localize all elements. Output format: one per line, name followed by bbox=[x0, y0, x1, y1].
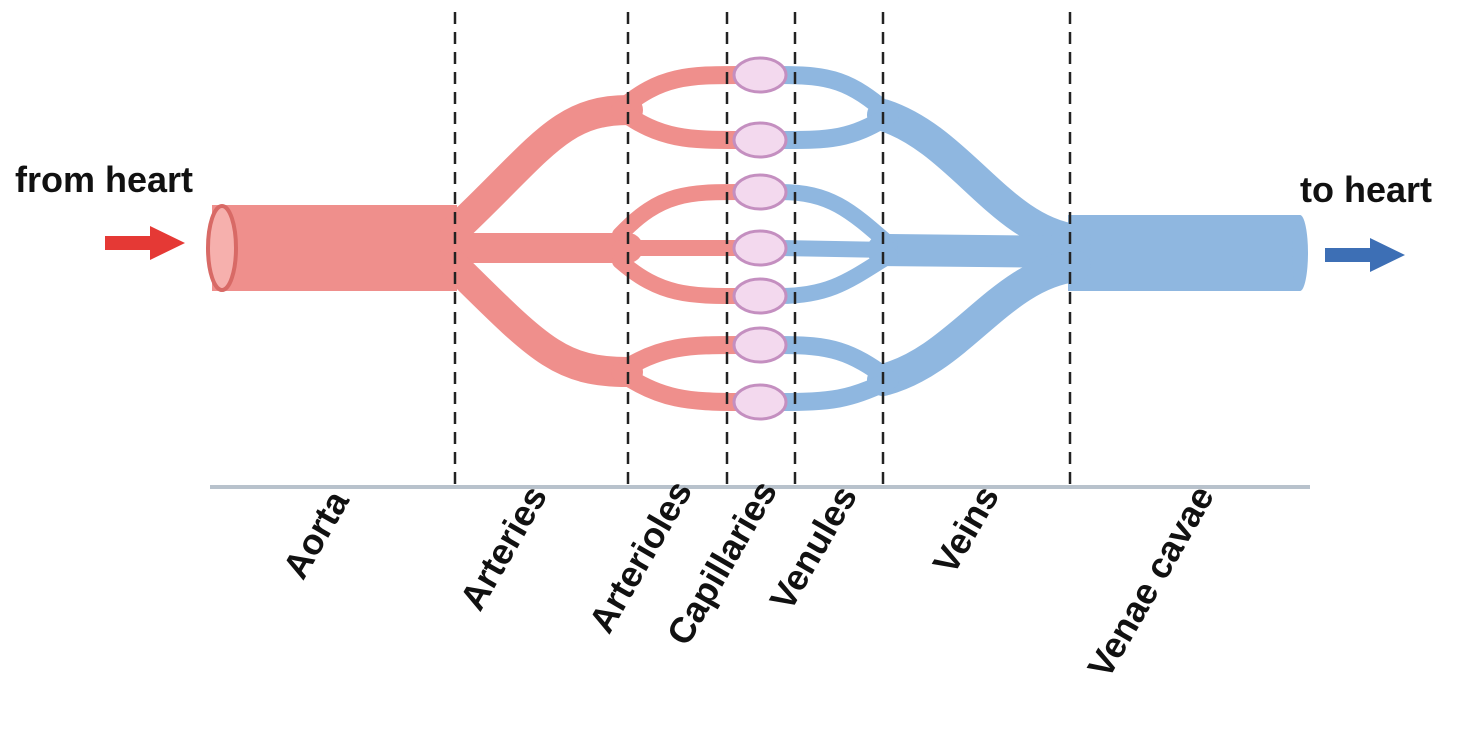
capillary bbox=[734, 123, 786, 157]
venule bbox=[780, 380, 890, 402]
arteriole bbox=[620, 110, 740, 140]
segment-label: Venae cavae bbox=[1079, 479, 1222, 685]
arteriole bbox=[620, 261, 740, 296]
in-label: from heart bbox=[15, 159, 193, 200]
out-label: to heart bbox=[1300, 169, 1432, 210]
capillary bbox=[734, 279, 786, 313]
artery bbox=[455, 266, 628, 372]
venule bbox=[780, 345, 890, 380]
vena-cava-end bbox=[1292, 215, 1308, 291]
vein bbox=[883, 250, 1075, 252]
vein bbox=[883, 115, 1075, 240]
arteriole bbox=[620, 345, 740, 372]
out-arrow bbox=[1325, 238, 1405, 272]
segment-label: Aorta bbox=[274, 483, 357, 586]
capillary bbox=[734, 58, 786, 92]
in-arrow bbox=[105, 226, 185, 260]
segment-label: Arteries bbox=[451, 479, 555, 617]
capillary bbox=[734, 175, 786, 209]
venule bbox=[780, 115, 890, 140]
arteriole bbox=[620, 75, 740, 110]
venule bbox=[780, 248, 890, 250]
aorta bbox=[212, 205, 457, 291]
vein bbox=[883, 266, 1075, 380]
capillaries bbox=[734, 58, 786, 419]
arteriole bbox=[620, 372, 740, 402]
capillary bbox=[734, 385, 786, 419]
capillary bbox=[734, 328, 786, 362]
aorta-opening bbox=[208, 206, 236, 290]
venule bbox=[780, 75, 890, 115]
artery bbox=[455, 110, 628, 230]
arteries bbox=[208, 75, 740, 402]
arteriole bbox=[620, 192, 740, 235]
venule bbox=[780, 192, 890, 245]
segment-label: Veins bbox=[924, 479, 1007, 581]
capillary bbox=[734, 231, 786, 265]
venule bbox=[780, 255, 890, 296]
circulation-diagram: from heart to heart Aorta Arteries Arter… bbox=[0, 0, 1476, 745]
veins bbox=[780, 75, 1308, 402]
vena-cava bbox=[1068, 215, 1300, 291]
